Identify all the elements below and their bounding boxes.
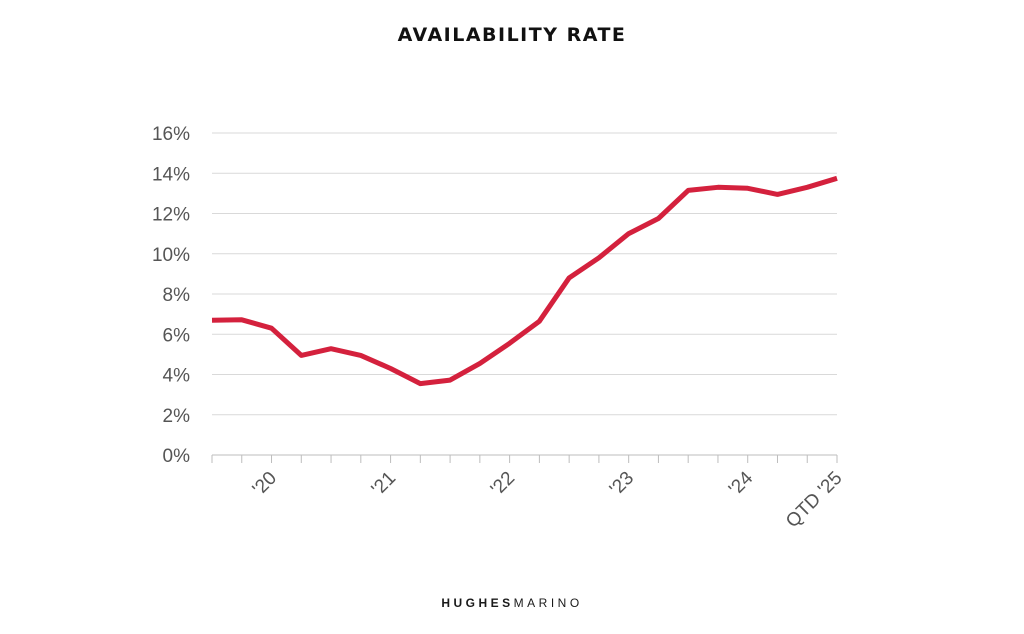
x-tick-label: '21 [368, 468, 400, 500]
x-tick-label: '20 [249, 468, 281, 500]
gridlines [212, 132, 837, 416]
y-tick-label: 2% [163, 406, 191, 427]
y-tick-label: 12% [152, 205, 190, 226]
y-tick-label: 4% [163, 366, 191, 387]
y-tick-label: 8% [163, 285, 191, 306]
x-tick-label: '24 [725, 467, 758, 500]
y-tick-label: 16% [152, 124, 190, 145]
brand-part-1: HUGHES [441, 596, 514, 610]
brand-logo: HUGHESMARINO [0, 596, 1024, 610]
x-tick-label: QTD '25 [782, 468, 846, 532]
chart-title: AVAILABILITY RATE [397, 24, 627, 46]
y-tick-label: 6% [163, 325, 191, 346]
series-line [211, 175, 838, 387]
x-tick-label: '23 [606, 468, 638, 500]
x-axis: '20 '21 '22 '23 '24 QTD '25 [211, 454, 847, 532]
series-layer [211, 175, 838, 387]
y-tick-label: 14% [152, 164, 190, 185]
brand-part-2: MARINO [513, 596, 583, 610]
y-tick-label: 0% [163, 446, 191, 467]
x-tick-label: '22 [487, 468, 519, 500]
y-tick-label: 10% [152, 245, 190, 266]
y-axis: 0% 2% 4% 6% 8% 10% 12% 14% 16% [152, 124, 190, 467]
